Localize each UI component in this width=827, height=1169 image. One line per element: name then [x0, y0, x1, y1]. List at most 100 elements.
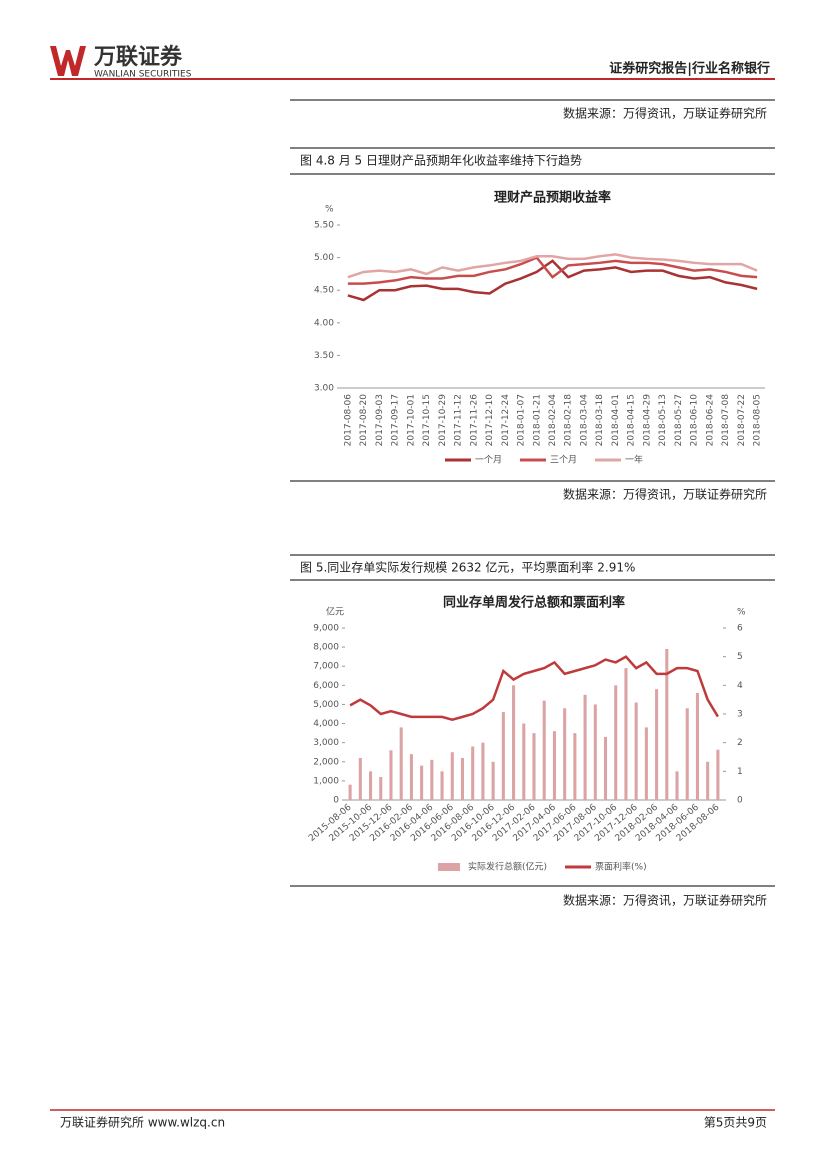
bar — [655, 689, 659, 800]
x-tick-label: 2017-08-20 — [359, 394, 369, 447]
y2-tick-label: 3 — [737, 710, 743, 720]
legend-label: 一年 — [625, 454, 643, 466]
bar — [583, 694, 587, 800]
y2-tick-label: 4 — [737, 681, 743, 691]
y-tick-label: 9,000 — [313, 624, 339, 634]
x-tick-label: 2017-10-29 — [438, 394, 448, 447]
report-type: 证券研究报告|行业名称银行 — [609, 61, 770, 77]
logo-mark — [50, 46, 86, 76]
bar — [593, 704, 597, 800]
y-unit: 亿元 — [326, 606, 344, 618]
bar — [379, 777, 383, 800]
legend-label: 实际发行总额(亿元) — [468, 861, 547, 873]
y2-tick-label: 6 — [737, 624, 743, 634]
x-tick-label: 2018-08-05 — [753, 394, 763, 446]
x-tick-label: 2017-11-26 — [469, 394, 479, 447]
x-tick-label: 2018-03-04 — [579, 394, 589, 447]
bar — [409, 754, 413, 800]
x-tick-label: 2017-09-17 — [391, 394, 401, 446]
y2-tick-label: 5 — [737, 652, 743, 662]
y-tick-label: 3.50 — [314, 351, 334, 361]
bar — [675, 771, 679, 800]
y-tick-label: 8,000 — [313, 643, 339, 653]
y-tick-label: 4,000 — [313, 719, 339, 729]
legend-label: 一个月 — [475, 455, 502, 466]
y2-unit: % — [737, 608, 746, 618]
bar — [552, 731, 556, 800]
line-series — [349, 655, 719, 722]
x-tick-label: 2018-04-15 — [627, 394, 637, 446]
bar — [460, 757, 465, 800]
bar — [665, 649, 669, 800]
bar — [685, 708, 689, 800]
y-tick-label: 5,000 — [313, 700, 339, 710]
bar — [603, 736, 608, 800]
bar — [481, 742, 485, 800]
y2-tick-label: 0 — [737, 796, 743, 806]
bar — [614, 685, 618, 800]
x-tick-label: 2018-07-22 — [737, 394, 747, 446]
bar — [624, 668, 628, 800]
y-tick-label: 4.50 — [314, 286, 334, 296]
bar — [716, 749, 720, 800]
figure-title: 图 4.8 月 5 日理财产品预期年化收益率维持下行趋势 — [300, 153, 582, 168]
y-tick-label: 0 — [333, 796, 339, 806]
bar — [389, 750, 393, 800]
bar — [644, 727, 648, 800]
bar — [634, 702, 638, 800]
x-tick-label: 2017-11-12 — [454, 394, 464, 446]
bar — [532, 733, 536, 800]
bar — [512, 685, 516, 800]
bar — [440, 771, 444, 800]
bar — [563, 708, 567, 800]
source: 数据来源：万得资讯，万联证券研究所 — [563, 893, 767, 908]
figure-title: 图 5.同业存单实际发行规模 2632 亿元，平均票面利率 2.91% — [300, 560, 635, 575]
y-tick-label: 1,000 — [313, 776, 339, 786]
x-tick-label: 2018-04-29 — [642, 394, 652, 447]
y-tick-label: 4.00 — [314, 318, 334, 328]
source: 数据来源：万得资讯，万联证券研究所 — [563, 487, 767, 502]
bar — [706, 761, 710, 800]
bar — [573, 733, 577, 800]
y-tick-label: 2,000 — [313, 757, 339, 767]
bar — [522, 723, 526, 800]
logo-en: WANLIAN SECURITIES — [94, 70, 192, 80]
bar — [399, 727, 403, 800]
x-tick-label: 2018-02-04 — [548, 394, 558, 447]
x-tick-label: 2018-05-13 — [658, 394, 668, 446]
legend-swatch — [438, 863, 460, 871]
x-tick-label: 2018-03-18 — [595, 394, 605, 447]
legend-label: 票面利率(%) — [595, 861, 647, 873]
y-unit: % — [325, 205, 334, 215]
y-tick-label: 5.00 — [314, 253, 334, 263]
bar — [501, 712, 505, 800]
line-series — [347, 259, 758, 302]
bar — [420, 765, 424, 800]
y2-tick-label: 1 — [737, 767, 743, 777]
x-tick-label: 2017-09-03 — [375, 394, 385, 446]
bar — [695, 692, 699, 800]
footer-left: 万联证券研究所 www.wlzq.cn — [60, 1115, 225, 1130]
line-series — [347, 253, 758, 279]
bar — [491, 761, 495, 800]
bar — [471, 746, 475, 800]
logo-cn: 万联证券 — [93, 44, 183, 70]
y-tick-label: 3,000 — [313, 738, 339, 748]
x-tick-label: 2017-12-24 — [501, 394, 511, 447]
x-tick-label: 2017-10-01 — [406, 394, 416, 446]
bar — [369, 771, 373, 800]
page-number: 第5页共9页 — [704, 1116, 767, 1130]
bar — [358, 757, 362, 800]
x-tick-label: 2017-08-06 — [343, 394, 353, 447]
x-tick-label: 2018-06-10 — [690, 394, 700, 447]
x-tick-label: 2018-01-21 — [532, 394, 542, 446]
y2-tick-label: 2 — [737, 738, 743, 748]
line-series — [347, 256, 758, 285]
legend-label: 三个月 — [550, 455, 577, 466]
x-tick-label: 2017-12-10 — [485, 394, 495, 447]
x-tick-label: 2018-01-07 — [517, 394, 527, 446]
chart-title: 理财产品预期收益率 — [494, 190, 611, 206]
x-tick-label: 2018-07-08 — [721, 394, 731, 447]
bar — [348, 784, 352, 800]
chart-title: 同业存单周发行总额和票面利率 — [443, 595, 625, 611]
